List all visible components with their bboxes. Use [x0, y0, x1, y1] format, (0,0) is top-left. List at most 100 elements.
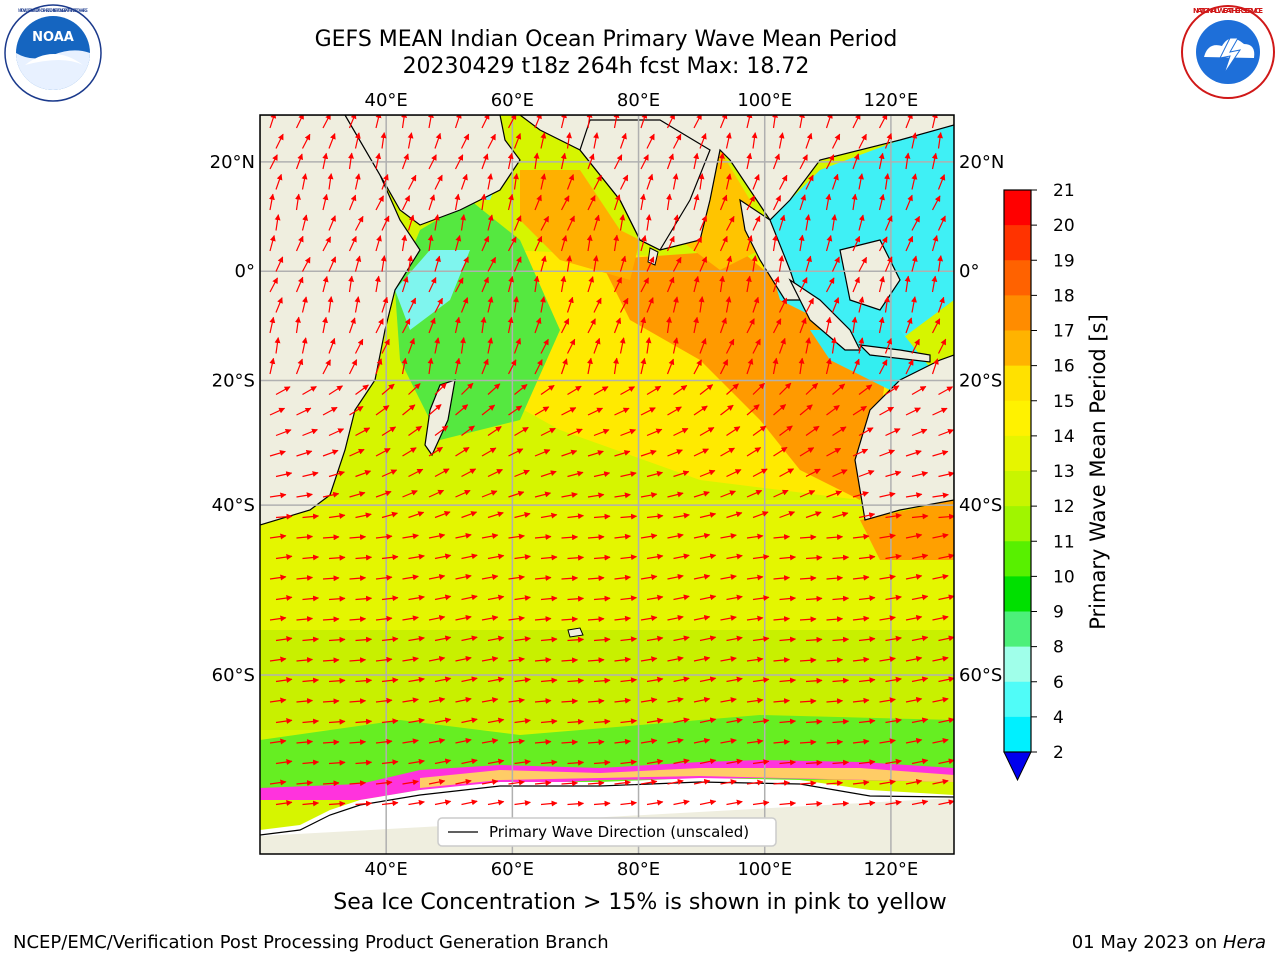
wave-arrow	[832, 469, 848, 478]
wave-arrow	[460, 214, 467, 231]
wave-arrow	[640, 407, 656, 416]
wave-arrow	[852, 235, 861, 252]
wave-arrow	[699, 676, 717, 683]
wave-arrow	[858, 384, 873, 395]
wave-arrow	[832, 718, 850, 725]
wave-arrow	[455, 655, 472, 662]
wave-arrow	[455, 404, 469, 416]
wave-arrow	[613, 154, 623, 170]
wave-arrow	[699, 256, 707, 272]
wave-arrow	[461, 676, 478, 683]
wave-arrow	[540, 677, 558, 684]
wave-arrow	[487, 717, 505, 724]
wave-arrow	[561, 739, 579, 746]
wave-arrow	[772, 115, 778, 129]
wave-arrow	[720, 779, 737, 786]
wave-arrow	[752, 511, 769, 519]
lon-label: 80°E	[617, 859, 660, 880]
colorbar-band	[1004, 260, 1031, 296]
wave-arrow	[322, 359, 331, 375]
wave-arrow	[349, 491, 366, 498]
colorbar-band	[1004, 365, 1031, 402]
wave-arrow	[487, 468, 503, 478]
wave-arrow	[514, 384, 528, 395]
wave-arrow	[328, 554, 346, 561]
wave-arrow	[878, 236, 888, 252]
lat-label: 40°S	[212, 495, 255, 516]
wave-arrow	[620, 759, 637, 766]
wave-arrow	[327, 173, 334, 190]
wave-arrow	[746, 574, 764, 581]
wave-arrow	[534, 317, 542, 334]
wave-arrow	[779, 595, 797, 602]
wave-arrow	[832, 759, 850, 766]
wave-arrow	[375, 738, 393, 745]
wave-arrow	[295, 276, 304, 293]
wave-arrow	[401, 195, 411, 211]
wave-arrow	[720, 404, 734, 416]
wave-arrow	[620, 554, 637, 561]
wave-arrow	[798, 357, 805, 375]
wave-arrow	[620, 471, 637, 478]
wave-arrow	[587, 407, 604, 416]
wave-arrow	[772, 195, 781, 211]
wave-arrow	[938, 717, 954, 724]
wave-arrow	[567, 636, 585, 643]
wave-arrow	[693, 115, 702, 129]
colorbar-tick-label: 4	[1053, 708, 1064, 728]
wave-arrow	[402, 404, 416, 416]
wave-arrow	[434, 594, 452, 601]
wave-arrow	[561, 492, 578, 498]
wave-arrow	[938, 386, 954, 396]
footer-date: 01 May 2023 on Hera	[1072, 932, 1266, 953]
wave-arrow	[513, 133, 522, 149]
wave-arrow	[640, 235, 647, 252]
wave-arrow	[614, 615, 631, 622]
wave-arrow	[302, 554, 320, 561]
wave-arrow	[805, 383, 819, 395]
wave-arrow	[561, 698, 579, 705]
wave-arrow	[480, 316, 487, 334]
wave-arrow	[752, 296, 760, 313]
wave-arrow	[613, 357, 619, 375]
wave-arrow	[746, 779, 764, 786]
wave-arrow	[773, 780, 791, 787]
wave-arrow	[381, 296, 389, 313]
footer-branch: NCEP/EMC/Verification Post Processing Pr…	[13, 932, 609, 953]
wave-arrow	[428, 446, 443, 457]
wave-arrow	[911, 296, 917, 313]
wave-arrow	[614, 450, 631, 457]
wave-arrow	[937, 132, 943, 149]
wave-arrow	[932, 655, 949, 662]
wave-arrow	[778, 255, 785, 272]
colorbar-tick-label: 2	[1053, 743, 1064, 763]
wave-arrow	[858, 800, 876, 807]
wave-arrow	[673, 799, 690, 806]
wave-arrow	[719, 194, 728, 211]
wave-arrow	[752, 554, 770, 561]
wave-arrow	[620, 428, 637, 437]
wave-arrow	[402, 697, 419, 704]
colorbar-tick-label: 9	[1053, 603, 1064, 623]
latitude-labels-right: 20°N 0° 20°S 40°S 60°S	[959, 152, 1004, 686]
wave-arrow	[540, 427, 556, 437]
colorbar-band	[1004, 435, 1031, 472]
wave-arrow	[460, 173, 468, 190]
wave-arrow	[619, 214, 626, 231]
wave-arrow	[328, 470, 345, 478]
wave-arrow	[567, 595, 585, 602]
wave-arrow	[640, 357, 647, 375]
wave-arrow	[726, 799, 743, 806]
wave-arrow	[455, 696, 472, 703]
wave-arrow	[408, 635, 425, 642]
wave-arrow	[905, 317, 913, 334]
wave-arrow	[852, 656, 870, 663]
colorbar-band	[1004, 225, 1031, 261]
wave-arrow	[407, 214, 415, 231]
wave-arrow	[348, 275, 355, 293]
wave-arrow	[327, 296, 334, 313]
wave-arrow	[455, 778, 472, 785]
wave-arrow	[799, 739, 817, 746]
wave-arrow	[693, 316, 700, 334]
